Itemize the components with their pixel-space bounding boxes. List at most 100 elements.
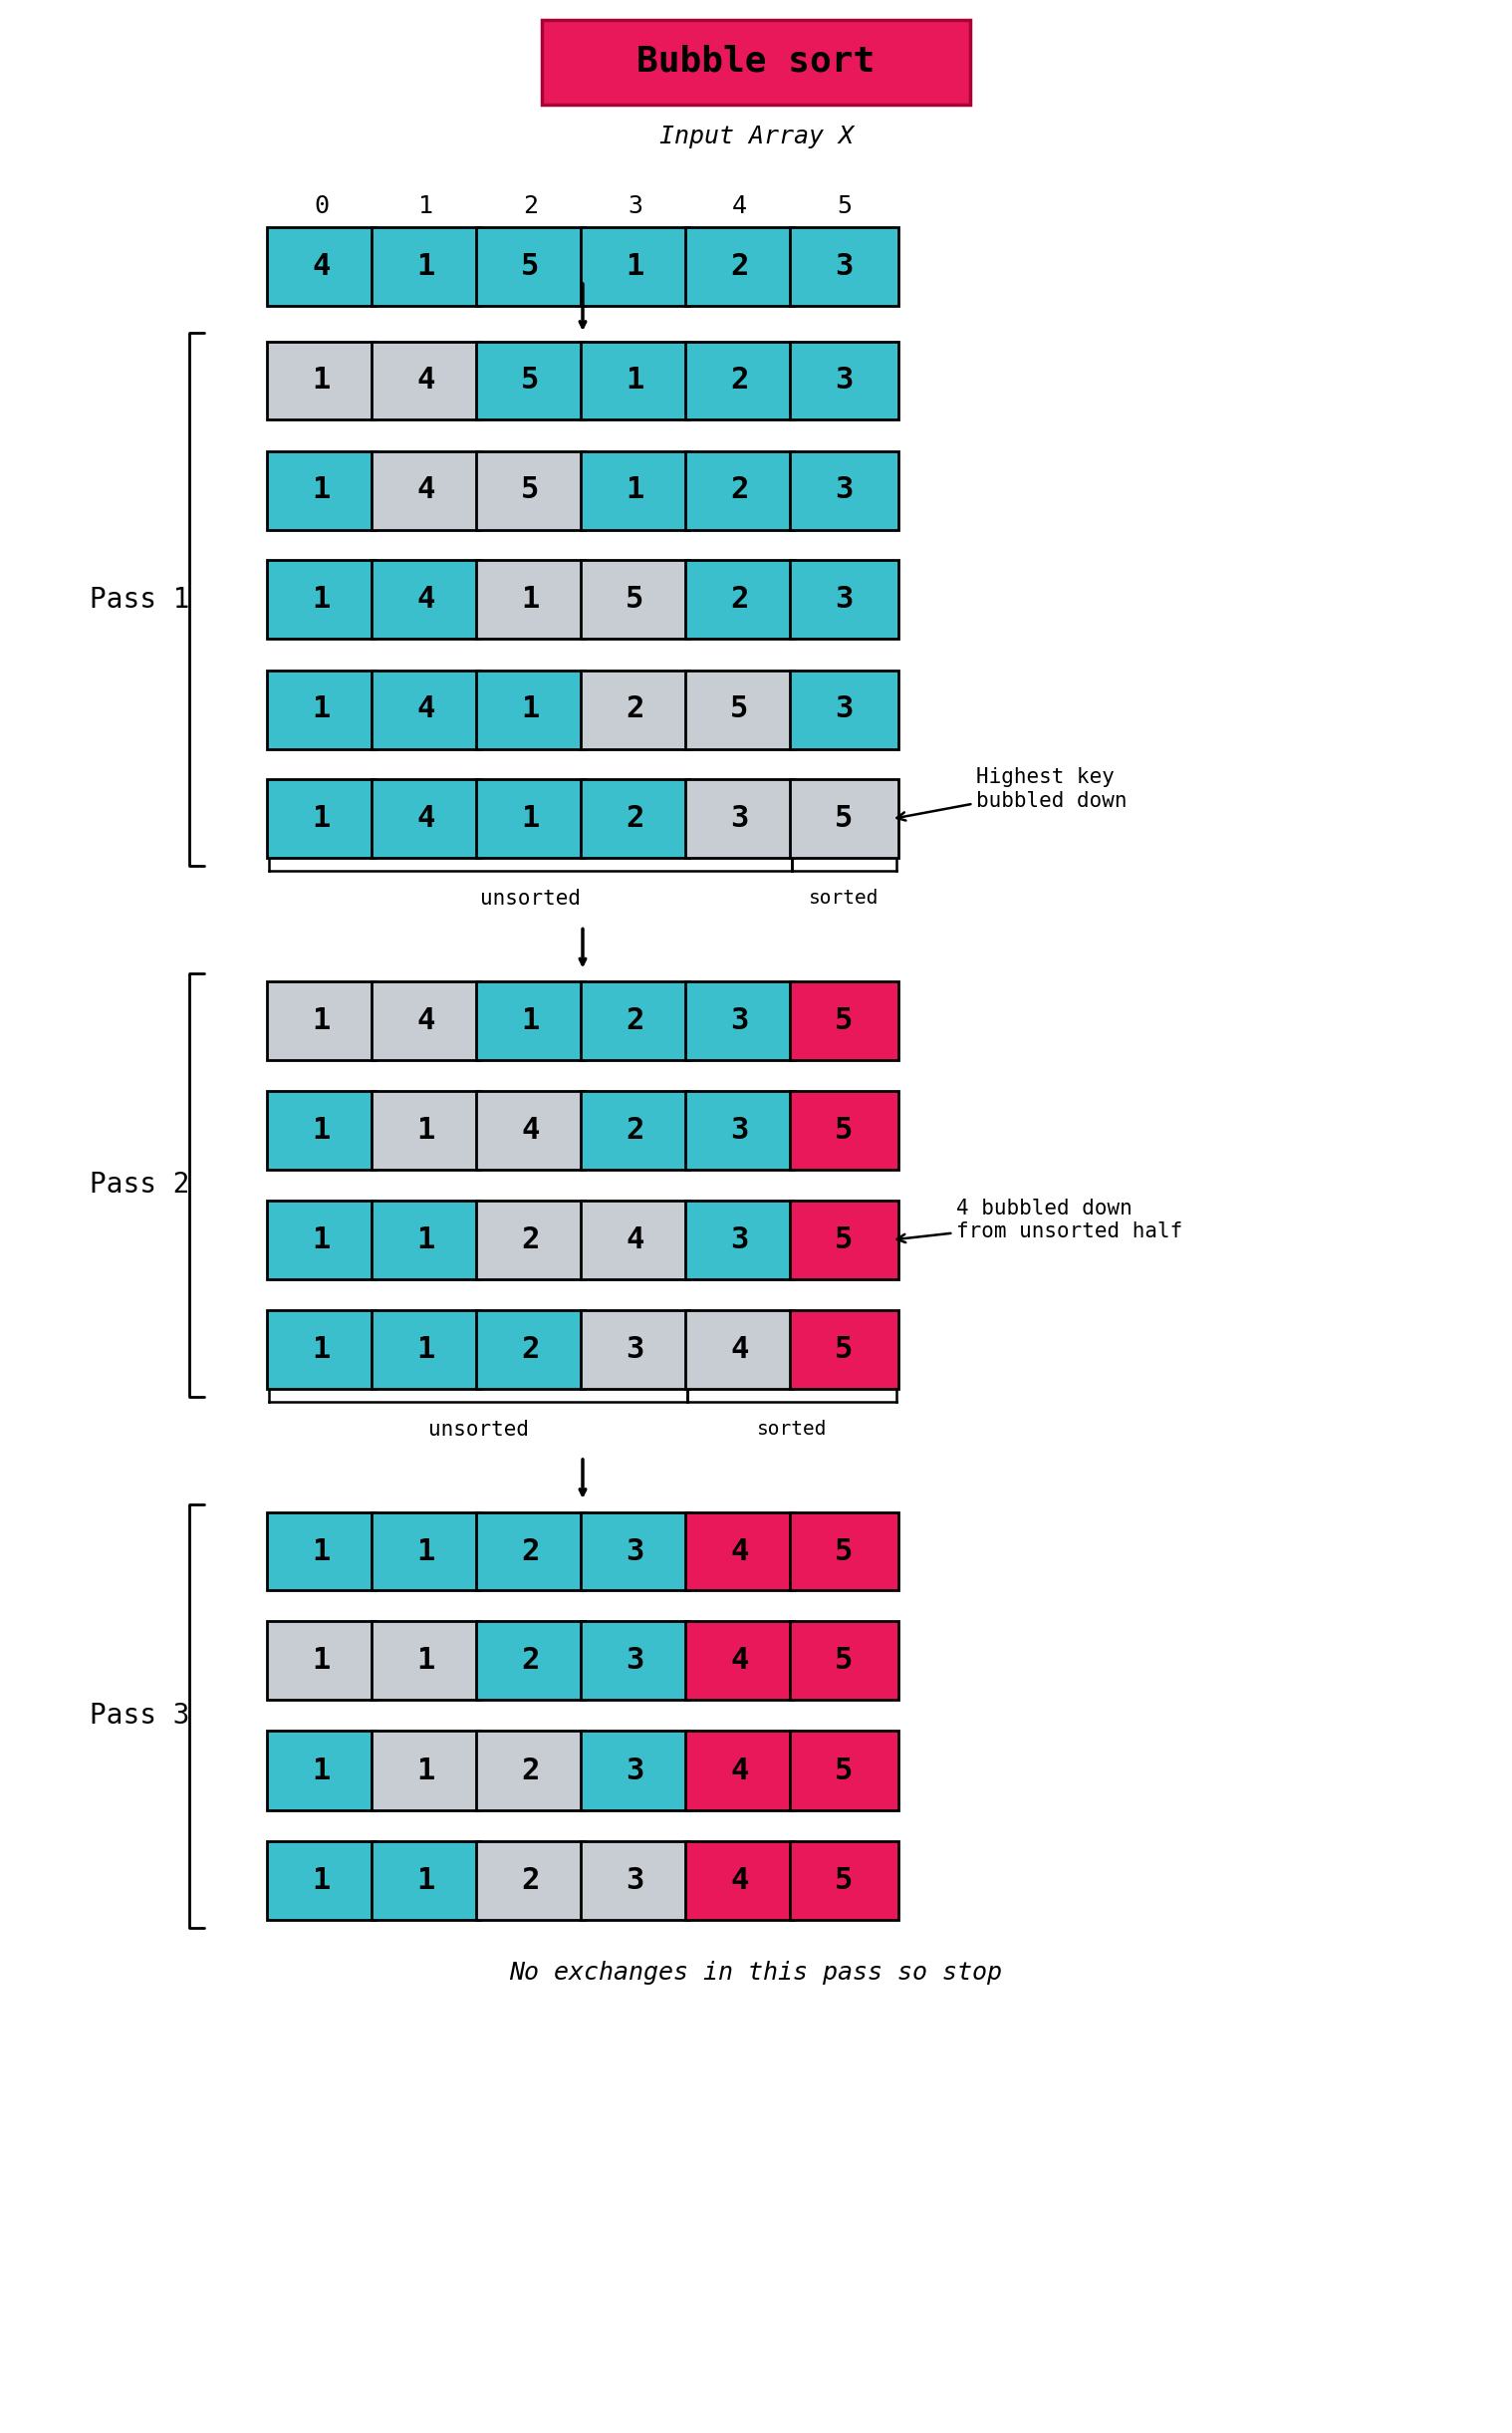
FancyBboxPatch shape <box>372 341 481 421</box>
FancyBboxPatch shape <box>581 560 689 640</box>
Text: 1: 1 <box>311 1117 331 1146</box>
FancyBboxPatch shape <box>789 1199 898 1280</box>
Text: 1: 1 <box>311 1538 331 1567</box>
Text: 4: 4 <box>417 805 435 835</box>
Text: 4: 4 <box>730 1647 748 1676</box>
FancyBboxPatch shape <box>476 450 585 530</box>
FancyBboxPatch shape <box>476 1090 585 1170</box>
FancyBboxPatch shape <box>268 1511 375 1591</box>
Text: 5: 5 <box>522 365 540 394</box>
Text: unsorted: unsorted <box>428 1421 528 1440</box>
Text: 2: 2 <box>626 1007 644 1034</box>
FancyBboxPatch shape <box>372 1090 481 1170</box>
Text: 1: 1 <box>626 365 644 394</box>
Text: 2: 2 <box>626 1117 644 1146</box>
FancyBboxPatch shape <box>268 1309 375 1389</box>
Text: 5: 5 <box>835 1647 853 1676</box>
FancyBboxPatch shape <box>268 341 375 421</box>
FancyBboxPatch shape <box>789 226 898 307</box>
FancyBboxPatch shape <box>268 1090 375 1170</box>
Text: 4: 4 <box>732 195 747 219</box>
Text: No exchanges in this pass so stop: No exchanges in this pass so stop <box>510 1961 1002 1985</box>
FancyBboxPatch shape <box>372 450 481 530</box>
FancyBboxPatch shape <box>685 1090 794 1170</box>
FancyBboxPatch shape <box>476 779 585 859</box>
FancyBboxPatch shape <box>685 1309 794 1389</box>
Text: 3: 3 <box>730 1007 748 1034</box>
Text: 3: 3 <box>835 251 853 280</box>
FancyBboxPatch shape <box>685 779 794 859</box>
Text: 1: 1 <box>417 1538 435 1567</box>
Text: 4: 4 <box>311 251 331 280</box>
Text: 1: 1 <box>311 586 331 613</box>
Text: 3: 3 <box>835 696 853 725</box>
Text: 1: 1 <box>311 1007 331 1034</box>
FancyBboxPatch shape <box>789 1732 898 1810</box>
FancyBboxPatch shape <box>685 1842 794 1920</box>
Text: 3: 3 <box>730 805 748 835</box>
FancyBboxPatch shape <box>581 1511 689 1591</box>
Text: 1: 1 <box>311 365 331 394</box>
Text: 3: 3 <box>730 1117 748 1146</box>
Text: 3: 3 <box>835 477 853 504</box>
FancyBboxPatch shape <box>685 1199 794 1280</box>
Text: 3: 3 <box>626 1866 644 1895</box>
Text: 2: 2 <box>522 1757 540 1786</box>
Text: 1: 1 <box>522 586 540 613</box>
FancyBboxPatch shape <box>476 669 585 749</box>
FancyBboxPatch shape <box>372 1732 481 1810</box>
FancyBboxPatch shape <box>581 1620 689 1701</box>
FancyBboxPatch shape <box>581 980 689 1061</box>
Text: 5: 5 <box>730 696 748 725</box>
Text: 1: 1 <box>522 1007 540 1034</box>
Text: Input Array X: Input Array X <box>659 124 853 148</box>
Text: 4: 4 <box>417 477 435 504</box>
FancyBboxPatch shape <box>789 1842 898 1920</box>
FancyBboxPatch shape <box>372 226 481 307</box>
FancyBboxPatch shape <box>268 560 375 640</box>
FancyBboxPatch shape <box>476 1511 585 1591</box>
Text: 4: 4 <box>417 586 435 613</box>
FancyBboxPatch shape <box>685 450 794 530</box>
Text: 1: 1 <box>417 1336 435 1365</box>
Text: 1: 1 <box>311 477 331 504</box>
Text: 1: 1 <box>417 251 435 280</box>
Text: 2: 2 <box>730 365 748 394</box>
Text: 1: 1 <box>417 1226 435 1255</box>
FancyBboxPatch shape <box>685 980 794 1061</box>
FancyBboxPatch shape <box>268 1732 375 1810</box>
FancyBboxPatch shape <box>581 341 689 421</box>
Text: Pass 1: Pass 1 <box>89 586 189 613</box>
Text: 5: 5 <box>522 477 540 504</box>
Text: 1: 1 <box>311 1866 331 1895</box>
FancyBboxPatch shape <box>476 1309 585 1389</box>
Text: 4: 4 <box>417 365 435 394</box>
FancyBboxPatch shape <box>372 1199 481 1280</box>
Text: 2: 2 <box>522 1336 540 1365</box>
FancyBboxPatch shape <box>476 560 585 640</box>
Text: 2: 2 <box>730 586 748 613</box>
Text: 2: 2 <box>730 251 748 280</box>
FancyBboxPatch shape <box>268 1842 375 1920</box>
FancyBboxPatch shape <box>581 669 689 749</box>
FancyBboxPatch shape <box>685 669 794 749</box>
FancyBboxPatch shape <box>581 1090 689 1170</box>
Text: 2: 2 <box>730 477 748 504</box>
FancyBboxPatch shape <box>268 779 375 859</box>
Text: 2: 2 <box>523 195 538 219</box>
FancyBboxPatch shape <box>268 450 375 530</box>
FancyBboxPatch shape <box>268 1620 375 1701</box>
Text: Pass 2: Pass 2 <box>89 1170 189 1199</box>
FancyBboxPatch shape <box>372 980 481 1061</box>
Text: 1: 1 <box>626 251 644 280</box>
Text: 3: 3 <box>626 1647 644 1676</box>
FancyBboxPatch shape <box>476 1732 585 1810</box>
Text: 0: 0 <box>314 195 328 219</box>
FancyBboxPatch shape <box>268 980 375 1061</box>
Text: 1: 1 <box>311 1757 331 1786</box>
FancyBboxPatch shape <box>685 1620 794 1701</box>
FancyBboxPatch shape <box>685 226 794 307</box>
Text: 4: 4 <box>730 1866 748 1895</box>
FancyBboxPatch shape <box>789 560 898 640</box>
FancyBboxPatch shape <box>372 1511 481 1591</box>
